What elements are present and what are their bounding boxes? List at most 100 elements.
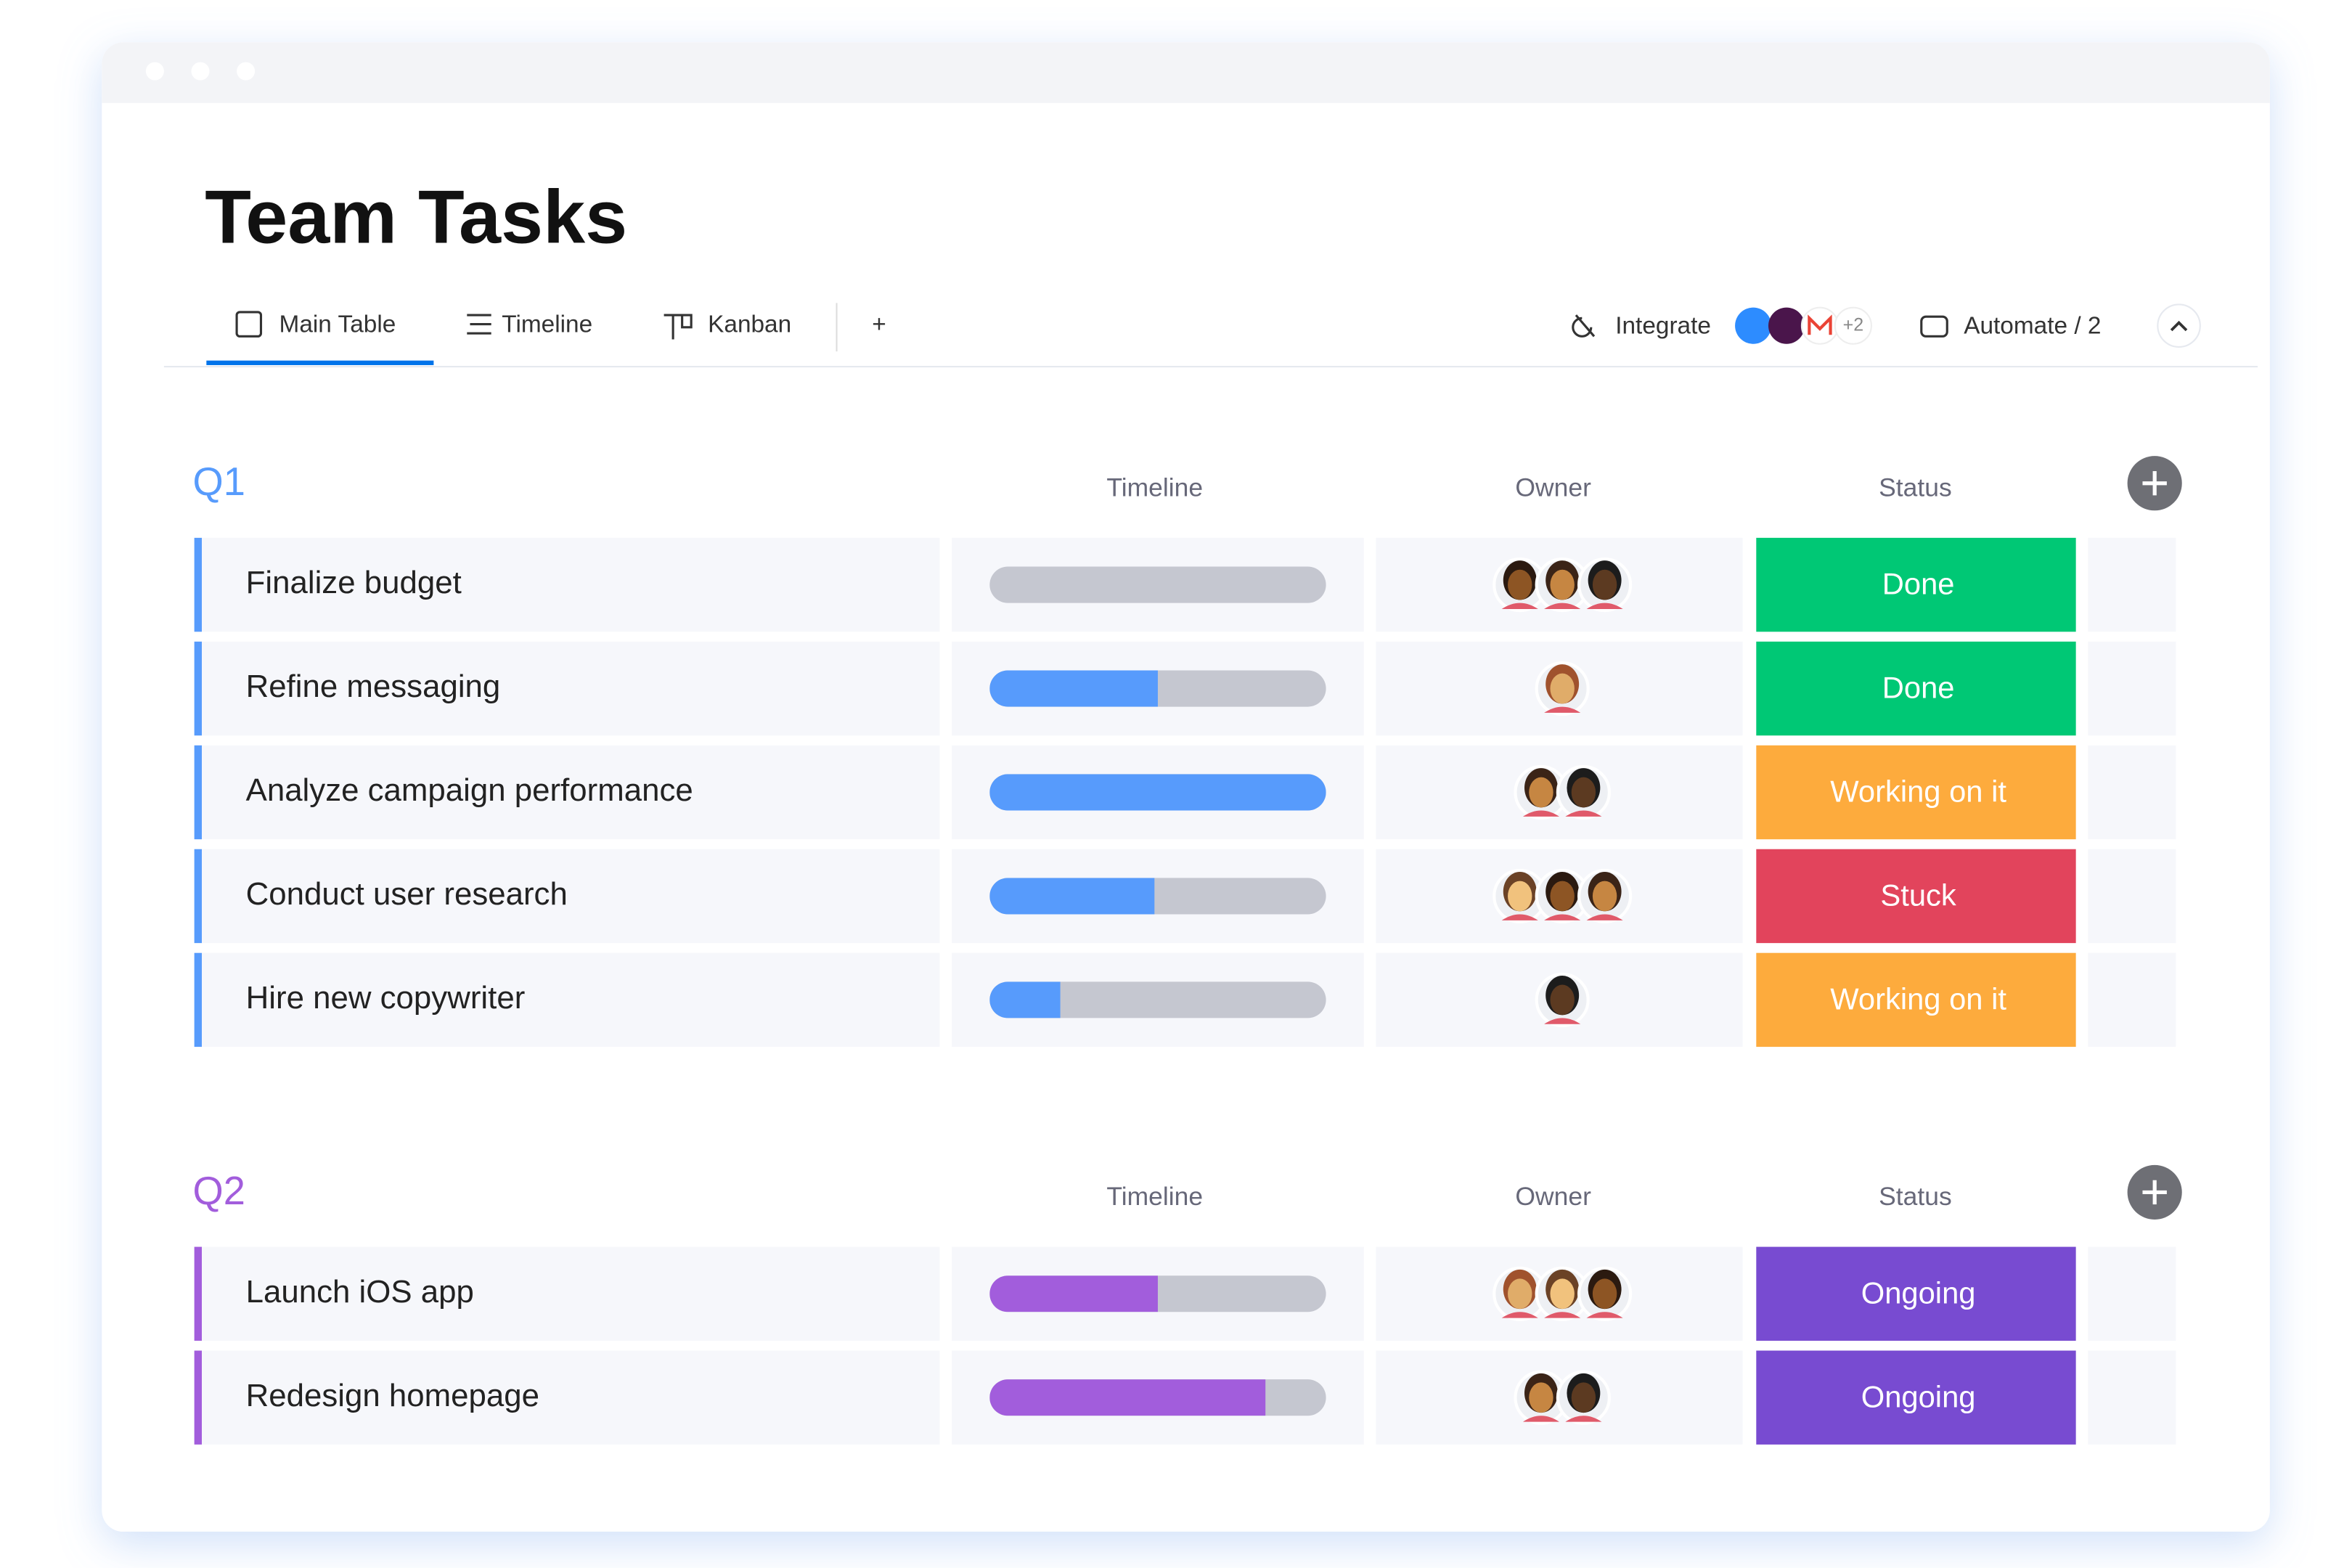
task-cell	[202, 1246, 940, 1341]
status-cell[interactable]	[1756, 537, 2076, 632]
add-view[interactable]: +	[872, 311, 886, 338]
column-header: Owner	[1515, 473, 1591, 502]
extra-cell	[2088, 537, 2176, 632]
row-marker	[194, 745, 203, 840]
app-icon	[1735, 307, 1772, 344]
more-apps-count: +2	[1843, 314, 1864, 335]
status-cell[interactable]	[1756, 1350, 2076, 1445]
tab[interactable]: Main Table	[279, 311, 396, 338]
status-label: Working on it	[1830, 981, 2006, 1016]
extra-cell	[2088, 1246, 2176, 1341]
timeline-progress	[989, 878, 1155, 915]
tab-icon	[663, 314, 693, 340]
avatar-face	[1550, 881, 1575, 912]
status-cell[interactable]	[1756, 849, 2076, 944]
avatar-face	[1529, 777, 1553, 808]
avatar-shirt	[1522, 1416, 1559, 1422]
row-marker	[194, 1350, 203, 1445]
extra-cell	[2088, 849, 2176, 944]
task-cell	[202, 641, 940, 736]
avatar-face	[1571, 1382, 1596, 1413]
task-name: Conduct user research	[246, 876, 568, 912]
automate-button[interactable]: Automate / 2	[1964, 313, 2101, 340]
column-header: Status	[1879, 1182, 1952, 1211]
task-cell	[202, 1350, 940, 1445]
task-name: Hire new copywriter	[246, 980, 526, 1016]
avatar-face	[1550, 673, 1575, 704]
window-dot	[145, 62, 164, 81]
task-name: Redesign homepage	[246, 1378, 539, 1413]
column-header: Timeline	[1106, 1182, 1203, 1211]
timeline-progress	[989, 981, 1061, 1018]
avatar-face	[1571, 777, 1596, 808]
tab[interactable]: Timeline	[502, 311, 592, 338]
task-name: Launch iOS app	[246, 1274, 474, 1310]
avatar-face	[1508, 881, 1532, 912]
row-marker	[194, 849, 203, 944]
avatar-shirt	[1565, 1416, 1602, 1422]
column-header: Timeline	[1106, 473, 1203, 502]
app-icon	[1768, 307, 1805, 344]
status-label: Ongoing	[1861, 1275, 1976, 1310]
row-marker	[194, 952, 203, 1048]
owner-avatars	[1493, 558, 1633, 613]
owner-avatars	[1514, 1370, 1611, 1425]
avatar-shirt	[1501, 603, 1538, 609]
add-column-icon	[2142, 1180, 2167, 1205]
avatar-shirt	[1586, 603, 1623, 609]
avatar-shirt	[1544, 1312, 1581, 1318]
status-cell[interactable]	[1756, 641, 2076, 736]
automate-icon	[1920, 315, 1948, 338]
avatar-face	[1508, 1278, 1532, 1310]
task-name: Analyze campaign performance	[246, 772, 693, 808]
status-cell[interactable]	[1756, 745, 2076, 840]
tab-underline	[206, 360, 434, 365]
timeline-track	[989, 566, 1326, 603]
status-label: Done	[1882, 567, 1955, 601]
status-label: Done	[1882, 671, 1955, 705]
tab-icon	[235, 311, 263, 338]
timeline-progress	[989, 1379, 1266, 1416]
avatar-shirt	[1544, 914, 1581, 920]
column-header: Owner	[1515, 1182, 1591, 1211]
row-marker	[194, 641, 203, 736]
avatar-shirt	[1565, 810, 1602, 817]
owner-avatars	[1514, 764, 1611, 820]
window-dot	[191, 62, 210, 81]
extra-cell	[2088, 1350, 2176, 1445]
add-column-icon	[2142, 471, 2167, 496]
extra-cell	[2088, 952, 2176, 1048]
timeline-progress	[989, 670, 1158, 707]
extra-cell	[2088, 745, 2176, 840]
status-label: Stuck	[1880, 878, 1956, 912]
owner-avatars	[1535, 972, 1590, 1027]
integrate-button[interactable]: Integrate	[1615, 313, 1711, 340]
more-apps	[1834, 306, 1872, 345]
task-cell	[202, 537, 940, 632]
owner-avatars	[1493, 868, 1633, 923]
status-cell[interactable]	[1756, 952, 2076, 1048]
avatar-face	[1592, 881, 1617, 912]
tab-icon	[467, 314, 491, 335]
board-title: Team Tasks	[205, 175, 627, 259]
avatar-shirt	[1544, 706, 1581, 713]
avatar-face	[1508, 569, 1532, 600]
task-cell	[202, 849, 940, 944]
status-label: Ongoing	[1861, 1379, 1976, 1413]
row-marker	[194, 537, 203, 632]
integrate-icon	[1572, 314, 1596, 338]
timeline-progress	[989, 1275, 1158, 1312]
avatar-face	[1529, 1382, 1553, 1413]
avatar-shirt	[1544, 1018, 1581, 1024]
owner-avatars	[1535, 661, 1590, 716]
task-cell	[202, 745, 940, 840]
avatar-shirt	[1522, 810, 1559, 817]
avatar-face	[1592, 1278, 1617, 1310]
collapse-button[interactable]	[2157, 303, 2201, 348]
timeline-track	[989, 981, 1326, 1018]
avatar-shirt	[1544, 603, 1581, 609]
tab[interactable]: Kanban	[708, 311, 791, 338]
status-cell[interactable]	[1756, 1246, 2076, 1341]
status-label: Working on it	[1830, 775, 2006, 809]
